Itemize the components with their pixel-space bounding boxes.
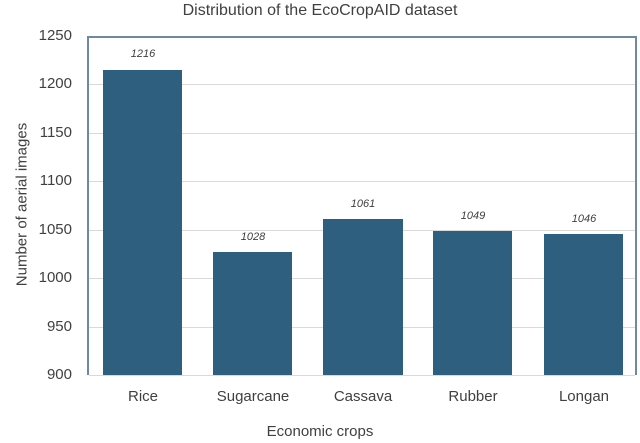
chart-title: Distribution of the EcoCropAID dataset	[182, 2, 458, 19]
x-axis-title: Economic crops	[266, 423, 374, 440]
y-tick-label: 1200	[38, 75, 72, 92]
y-tick-label: 950	[46, 318, 72, 335]
y-tick-label: 1000	[38, 269, 72, 286]
data-label-rice: 1216	[130, 48, 156, 60]
y-tick-label: 900	[46, 366, 72, 383]
gridline	[89, 181, 635, 182]
gridline	[89, 375, 635, 376]
y-tick-label: 1250	[38, 27, 72, 44]
gridline	[89, 84, 635, 85]
y-tick-label: 1150	[39, 124, 72, 141]
data-label-cassava: 1061	[350, 198, 376, 210]
x-tick-label: Rice	[127, 388, 158, 405]
bar-cassava	[323, 219, 403, 375]
x-tick-label: Longan	[558, 388, 610, 405]
x-tick-label: Sugarcane	[216, 388, 290, 405]
bar-longan	[544, 234, 623, 375]
bar-sugarcane	[213, 252, 292, 375]
y-tick-label: 1050	[38, 221, 72, 238]
data-label-sugarcane: 1028	[240, 231, 266, 243]
data-label-rubber: 1049	[460, 210, 486, 222]
plot-area	[87, 36, 637, 375]
data-label-longan: 1046	[571, 213, 597, 225]
y-tick-label: 1100	[39, 172, 72, 189]
x-tick-label: Cassava	[333, 388, 393, 405]
bar-rice	[103, 70, 182, 375]
x-tick-label: Rubber	[448, 388, 498, 405]
bar-rubber	[433, 231, 512, 375]
gridline	[89, 133, 635, 134]
